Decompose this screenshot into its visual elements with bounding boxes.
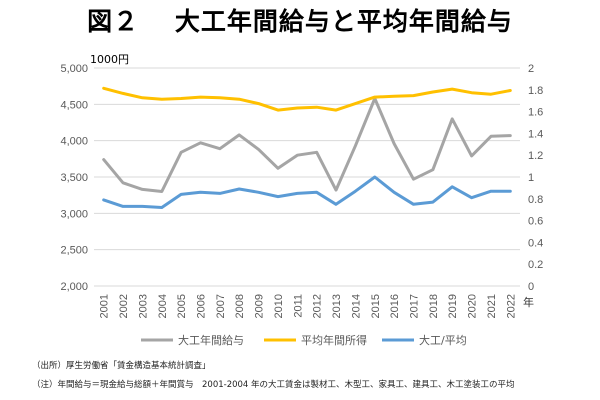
right-axis-tick-label: 0.8 <box>528 194 543 206</box>
right-axis-tick-label: 0 <box>528 281 534 293</box>
x-axis-tick-label: 2012 <box>312 294 324 318</box>
legend-label: 平均年間所得 <box>301 333 367 347</box>
right-axis-tick-label: 1 <box>528 172 534 184</box>
x-axis-tick-label: 2019 <box>447 294 459 318</box>
series-line <box>102 86 512 112</box>
right-axis-tick-label: 1.4 <box>528 128 543 140</box>
x-axis-tick-label: 2016 <box>389 294 401 318</box>
figure-title: 図２ 大工年間給与と平均年間給与 <box>87 7 513 36</box>
series-line <box>102 175 512 209</box>
right-axis-tick-label: 0.2 <box>528 259 543 271</box>
x-axis-tick-label: 2009 <box>254 294 266 318</box>
source-note: （出所）厚生労働省「賃金構造基本統計調査」 <box>32 361 211 371</box>
right-axis-tick-label: 1.2 <box>528 150 543 162</box>
x-axis-tick-label: 2015 <box>370 294 382 318</box>
legend-label: 大工年間給与 <box>178 333 244 347</box>
x-axis-tick-label: 2014 <box>350 294 362 318</box>
x-axis-tick-label: 2021 <box>486 294 498 318</box>
left-axis-unit-label: 1000円 <box>90 53 129 66</box>
right-axis-tick-label: 1.8 <box>528 85 543 97</box>
x-axis-tick-label: 2004 <box>157 294 169 318</box>
x-axis-tick-label: 2006 <box>196 294 208 318</box>
x-axis-tick-label: 2017 <box>409 294 421 318</box>
right-axis-tick-label: 2 <box>528 63 534 75</box>
x-axis-tick-label: 2002 <box>118 294 130 318</box>
x-axis-tick-label: 2022 <box>505 294 517 318</box>
x-axis-tick-label: 2011 <box>292 294 304 318</box>
x-axis-tick-label: 2010 <box>273 294 285 318</box>
x-axis-tick-label: 2018 <box>428 294 440 318</box>
x-axis-tick-label: 2008 <box>234 294 246 318</box>
x-axis-tick-label: 2001 <box>99 294 111 318</box>
left-axis-tick-label: 3,000 <box>60 208 88 220</box>
left-axis-tick-label: 2,500 <box>60 245 88 257</box>
x-axis-unit-label: 年 <box>523 295 534 309</box>
line-chart: 2,000 2,500 3,000 3,500 4,000 4,500 5,000 0 0.2 0… <box>60 53 543 347</box>
left-axis-tick-label: 5,000 <box>60 63 88 75</box>
right-axis-tick-label: 0.4 <box>528 237 543 249</box>
left-axis-tick-label: 3,500 <box>60 172 88 184</box>
x-axis-tick-label: 2005 <box>176 294 188 318</box>
remark-note: （注）年間給与＝現金給与総額＋年間賞与 2001-2004 年の大工賃金は製材工… <box>32 380 515 390</box>
left-axis-tick-label: 4,000 <box>60 136 88 148</box>
series-line <box>102 97 512 193</box>
left-axis-tick-label: 4,500 <box>60 99 88 111</box>
right-axis-tick-label: 0.6 <box>528 216 543 228</box>
x-axis-tick-label: 2020 <box>467 294 479 318</box>
right-axis-tick-label: 1.6 <box>528 107 543 119</box>
x-axis-tick-label: 2013 <box>331 294 343 318</box>
legend-label: 大工/平均 <box>419 333 467 347</box>
left-axis-tick-label: 2,000 <box>60 281 88 293</box>
x-axis-tick-label: 2007 <box>215 294 227 318</box>
x-axis-tick-label: 2003 <box>137 294 149 318</box>
